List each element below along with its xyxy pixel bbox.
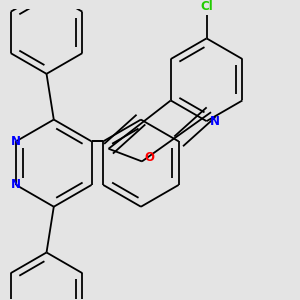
Text: Cl: Cl	[200, 0, 213, 13]
Text: O: O	[144, 151, 154, 164]
Text: N: N	[11, 135, 21, 148]
Text: N: N	[210, 115, 220, 128]
Text: N: N	[11, 178, 21, 191]
